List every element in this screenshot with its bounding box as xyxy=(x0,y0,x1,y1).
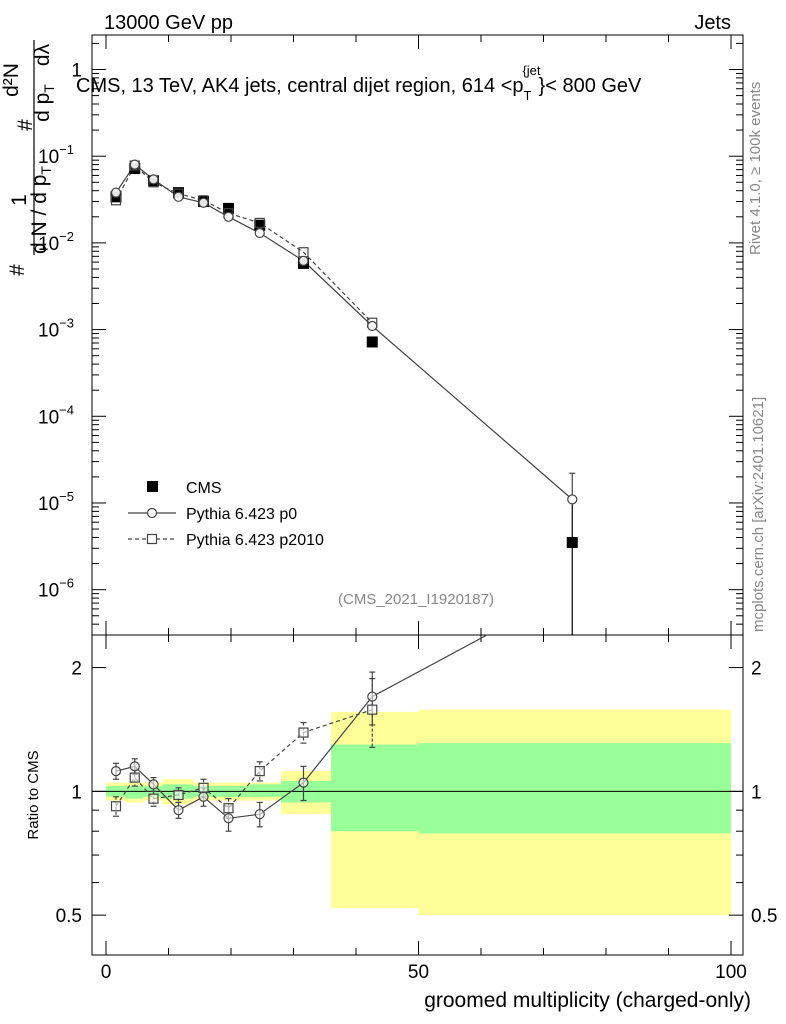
p0-point xyxy=(367,320,378,332)
p0-point xyxy=(110,187,122,198)
ratio-point-p2010 xyxy=(148,793,159,804)
band-green xyxy=(331,744,419,832)
band-green xyxy=(124,786,144,799)
cms-point xyxy=(254,219,266,231)
plot-title-sub: T xyxy=(524,88,532,103)
side-label-mcplots: mcplots.cern.ch [arXiv:2401.10621] xyxy=(750,397,767,632)
header-right-label: Jets xyxy=(694,12,731,34)
plot-title-main: CMS, 13 TeV, AK4 jets, central dijet reg… xyxy=(76,75,524,97)
ratio-tick-label-right: 2 xyxy=(751,659,762,680)
p0-point xyxy=(173,191,184,202)
y-label-d2n: d²N xyxy=(0,63,23,97)
ratio-uncertainty-bands xyxy=(106,709,731,916)
x-tick-label: 0 xyxy=(101,962,112,983)
series-line-p2010 xyxy=(115,164,373,324)
legend-label-cms: CMS xyxy=(186,480,222,497)
legend-marker-p2010 xyxy=(146,533,158,545)
ratio-point-p0 xyxy=(298,777,309,788)
p2010-point xyxy=(254,217,265,229)
y-tick-label-main: 10−2 xyxy=(38,229,74,255)
p0-point xyxy=(298,255,309,266)
p0-point xyxy=(567,494,578,505)
y-label-dlambda: dλ xyxy=(31,43,54,66)
ratio-point-p0 xyxy=(254,809,265,820)
p0-point xyxy=(148,174,159,185)
plot-title-end: }< 800 GeV xyxy=(539,75,643,97)
ratio-point-p0 xyxy=(148,779,159,790)
y-axis-label-main: # 1 d N / d pT # d²N d pT dλ xyxy=(0,40,57,276)
header-left-label: 13000 GeV pp xyxy=(104,12,233,34)
ratio-point-p2010 xyxy=(129,772,140,783)
y-label-one: 1 xyxy=(8,194,31,206)
ratio-point-p2010 xyxy=(223,803,234,814)
p0-point xyxy=(198,197,209,208)
ratio-line-p0 xyxy=(115,634,488,819)
cms-point xyxy=(566,537,578,549)
ratio-point-p2010 xyxy=(173,789,184,801)
plot-title: CMS, 13 TeV, AK4 jets, central dijet reg… xyxy=(76,63,642,103)
ratio-point-p2010 xyxy=(254,766,265,777)
legend-label-p0: Pythia 6.423 p0 xyxy=(186,506,297,523)
y-tick-label-main: 10−4 xyxy=(38,402,74,428)
ratio-point-p0 xyxy=(110,766,122,777)
y-tick-label-main: 10−5 xyxy=(38,489,74,515)
x-tick-label: 100 xyxy=(715,962,747,983)
x-axis-label: groomed multiplicity (charged-only) xyxy=(424,989,751,1012)
y-label-hash2: # xyxy=(14,119,37,131)
ratio-axis-ticks: 0.5 0.5 1 1 2 2 0 50 100 xyxy=(56,635,777,983)
legend: CMS Pythia 6.423 p0 Pythia 6.423 p2010 xyxy=(128,480,324,549)
y-label-hash: # xyxy=(6,264,29,276)
main-axis-ticks: 10−6 10−5 10−4 10−3 10−2 10−1 1 xyxy=(38,35,743,636)
ratio-tick-label-right: 0.5 xyxy=(751,906,777,927)
ratio-point-p2010 xyxy=(198,782,209,793)
legend-marker-cms xyxy=(147,481,158,492)
legend-label-p2010: Pythia 6.423 p2010 xyxy=(186,532,324,549)
legend-marker-p0 xyxy=(146,507,158,519)
main-series xyxy=(110,159,578,635)
ratio-point-p2010 xyxy=(110,801,122,812)
x-tick-label: 50 xyxy=(408,962,429,983)
band-green xyxy=(418,743,731,834)
y-label-dn: d N / d pT xyxy=(28,166,54,254)
ratio-point-p0 xyxy=(223,813,234,824)
ratio-tick-label-left: 2 xyxy=(71,659,82,680)
ratio-point-p0 xyxy=(129,761,140,772)
ratio-tick-label-right: 1 xyxy=(751,782,762,803)
plot-title-sup: {jet xyxy=(522,63,540,78)
ratio-tick-label-left: 1 xyxy=(71,782,82,803)
side-label-rivet: Rivet 4.1.0, ≥ 100k events xyxy=(747,82,764,255)
cms-point xyxy=(366,336,378,348)
ratio-point-p2010 xyxy=(367,704,378,715)
y-tick-label-main: 10−1 xyxy=(38,142,74,168)
analysis-watermark: (CMS_2021_I1920187) xyxy=(338,591,494,608)
y-tick-label-main: 1 xyxy=(71,60,82,81)
p0-point xyxy=(129,159,140,170)
y-tick-label-main: 10−3 xyxy=(38,316,74,342)
series-line-p0 xyxy=(115,163,573,500)
ratio-point-p2010 xyxy=(298,727,309,738)
ratio-point-p0 xyxy=(198,791,209,802)
p0-point xyxy=(223,211,234,222)
p0-point xyxy=(254,227,265,239)
ratio-point-p0 xyxy=(367,691,378,702)
y-tick-label-main: 10−6 xyxy=(38,576,74,602)
y-label-dpt: d pT xyxy=(31,84,57,122)
ratio-tick-label-left: 0.5 xyxy=(56,906,82,927)
ratio-series xyxy=(110,634,488,832)
ratio-plot-frame xyxy=(91,634,744,956)
band-green xyxy=(249,784,281,797)
ratio-point-p0 xyxy=(173,805,184,816)
y-axis-label-ratio: Ratio to CMS xyxy=(25,750,42,839)
